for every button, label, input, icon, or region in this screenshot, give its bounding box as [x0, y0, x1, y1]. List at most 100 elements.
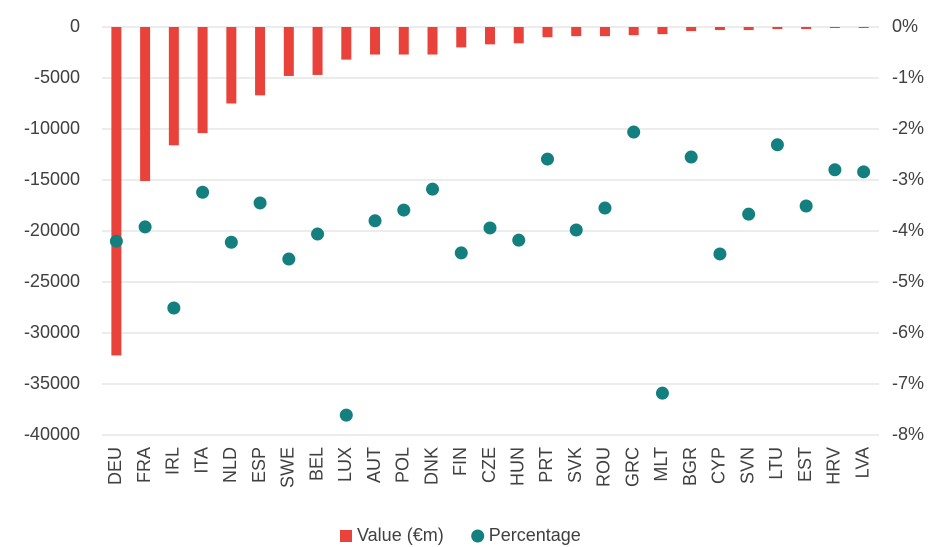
y-tick-label: -35000	[24, 373, 80, 393]
x-tick-label: DEU	[105, 447, 125, 485]
bar	[140, 27, 151, 182]
y-tick-label: -40000	[24, 424, 80, 444]
bar	[772, 27, 783, 30]
x-tick-label: IRL	[163, 447, 183, 475]
bar	[714, 27, 725, 31]
y-tick-label: -5000	[34, 67, 80, 87]
bar	[599, 27, 610, 37]
point	[138, 220, 152, 234]
bar	[398, 27, 409, 55]
bar	[542, 27, 553, 38]
x-tick-label: CYP	[709, 447, 729, 484]
point	[713, 247, 727, 261]
bar	[743, 27, 754, 31]
point	[742, 207, 756, 221]
legend-swatch	[471, 529, 485, 543]
x-tick-label: LVA	[852, 447, 872, 478]
x-tick-label: ITA	[191, 447, 211, 474]
bar	[628, 27, 639, 36]
x-tick-label: EST	[795, 447, 815, 482]
bar	[485, 27, 495, 45]
x-tick-label: SWE	[278, 447, 298, 488]
legend-label: Percentage	[489, 525, 581, 545]
x-tick-label: AUT	[364, 447, 384, 483]
y2-tick-label: -7%	[892, 373, 924, 393]
point	[253, 196, 267, 210]
point	[770, 138, 784, 152]
x-tick-label: MLT	[651, 447, 671, 482]
legend-label: Value (€m)	[357, 525, 444, 545]
point	[512, 233, 526, 247]
y2-tick-label: -8%	[892, 424, 924, 444]
bar	[111, 27, 122, 356]
y-tick-label: -15000	[24, 169, 80, 189]
point	[627, 125, 641, 139]
x-tick-label: CZE	[479, 447, 499, 483]
point	[598, 201, 612, 215]
x-tick-label: BEL	[306, 447, 326, 481]
bar	[513, 27, 524, 44]
point	[339, 408, 353, 422]
point	[857, 165, 871, 179]
point	[569, 223, 583, 237]
y-tick-label: -30000	[24, 322, 80, 342]
point	[167, 301, 181, 315]
bar	[686, 27, 697, 32]
x-tick-label: LTU	[766, 447, 786, 480]
point	[483, 221, 497, 235]
bar	[341, 27, 352, 60]
x-tick-label: SVK	[565, 447, 585, 483]
x-tick-label: ROU	[594, 447, 614, 487]
y2-tick-label: -6%	[892, 322, 924, 342]
x-tick-label: FIN	[450, 447, 470, 476]
point	[799, 199, 813, 213]
x-tick-label: HUN	[507, 447, 527, 486]
point	[828, 163, 842, 177]
point	[684, 150, 698, 164]
point	[224, 235, 238, 249]
x-tick-label: ESP	[249, 447, 269, 483]
bar	[255, 27, 266, 96]
x-tick-label: POL	[393, 447, 413, 483]
point	[655, 386, 669, 400]
point	[454, 246, 468, 260]
bar	[197, 27, 208, 134]
y-tick-label: 0	[70, 16, 80, 36]
y2-tick-label: -4%	[892, 220, 924, 240]
legend-swatch	[340, 530, 352, 542]
y-tick-label: -25000	[24, 271, 80, 291]
x-tick-label: LUX	[335, 447, 355, 482]
x-tick-label: GRC	[622, 447, 642, 487]
bar	[858, 27, 869, 29]
point	[282, 252, 296, 266]
x-tick-label: DNK	[421, 447, 441, 485]
y2-tick-label: -2%	[892, 118, 924, 138]
bar	[312, 27, 323, 75]
bar	[283, 27, 294, 76]
bar	[168, 27, 179, 146]
bar	[829, 27, 840, 29]
y2-tick-label: -1%	[892, 67, 924, 87]
point	[196, 185, 210, 199]
y-tick-label: -20000	[24, 220, 80, 240]
x-tick-label: SVN	[737, 447, 757, 484]
point	[368, 214, 382, 228]
y2-tick-label: -5%	[892, 271, 924, 291]
bar	[427, 27, 438, 55]
point	[311, 227, 325, 241]
point	[397, 203, 411, 217]
y2-tick-label: -3%	[892, 169, 924, 189]
x-tick-label: PRT	[536, 447, 556, 483]
x-tick-label: FRA	[134, 447, 154, 483]
bar	[370, 27, 381, 55]
x-tick-label: BGR	[680, 447, 700, 486]
bar	[456, 27, 467, 48]
x-tick-label: NLD	[220, 447, 240, 483]
point	[109, 234, 123, 248]
y-tick-label: -10000	[24, 118, 80, 138]
point	[540, 152, 554, 166]
x-tick-label: HRV	[824, 447, 844, 485]
bar	[801, 27, 812, 30]
bar	[571, 27, 582, 37]
